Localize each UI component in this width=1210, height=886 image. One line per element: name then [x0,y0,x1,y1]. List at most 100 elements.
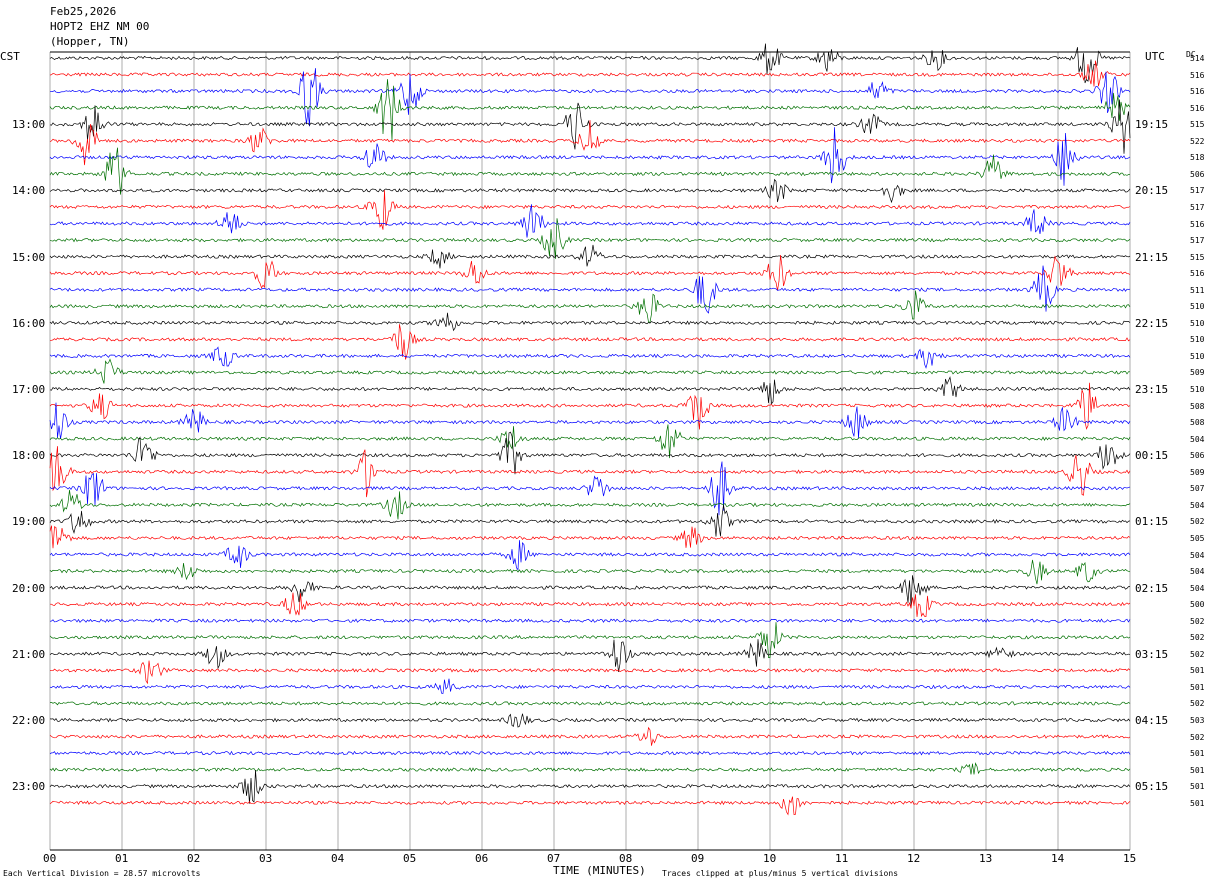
left-hour-label: 17:00 [12,383,46,396]
trace-line-11 [49,218,1131,259]
dc-offset-label: 504 [1190,583,1205,593]
right-hour-label: 00:15 [1135,449,1169,463]
trace-line-45 [49,796,1131,816]
x-tick-label: 07 [547,852,561,865]
right-timezone: UTC [1145,50,1165,63]
dc-offset-label: 507 [1190,484,1205,494]
trace-line-21 [49,382,1131,430]
dc-offset-label: 501 [1190,782,1205,792]
x-tick-label: 11 [835,852,849,865]
trace-line-13 [49,255,1131,291]
minute-gridlines [49,51,1131,851]
right-hour-label: 03:15 [1135,647,1169,661]
trace-line-34 [49,618,1131,623]
right-hour-label: 02:15 [1135,581,1169,595]
left-hour-label: 14:00 [12,184,46,198]
trace-line-23 [49,424,1131,459]
dc-offset-label: 502 [1190,732,1205,742]
x-tick-label: 14 [1051,852,1065,865]
trace-line-1 [49,60,1131,87]
x-tick-label: 05 [403,852,417,865]
left-hour-label: 16:00 [12,316,46,330]
trace-line-24 [49,431,1131,475]
station-location: (Hopper, TN) [50,35,130,48]
dc-offset-label: 510 [1190,335,1205,345]
right-hour-label: 01:15 [1135,515,1169,529]
trace-line-20 [49,376,1131,405]
dc-offset-label: 516 [1190,219,1205,229]
x-tick-label: 02 [187,852,201,865]
trace-line-31 [49,559,1131,585]
left-timezone: CST [0,50,20,63]
left-hour-label: 15:00 [12,250,46,264]
trace-line-14 [49,265,1131,314]
dc-offset-label: 503 [1190,716,1205,725]
trace-line-15 [49,290,1131,323]
dc-offset-label: 502 [1190,616,1205,626]
dc-offset-label: 502 [1190,649,1205,659]
x-tick-label: 12 [907,852,921,865]
dc-offset-label: 508 [1190,401,1205,411]
trace-line-39 [49,701,1131,706]
left-hour-label: 22:00 [12,714,46,727]
trace-line-30 [49,540,1131,571]
trace-line-44 [49,769,1131,804]
x-tick-label: 09 [691,852,705,865]
trace-line-7 [49,147,1131,195]
trace-line-38 [49,678,1131,694]
dc-offset-label: 511 [1190,285,1205,295]
trace-line-0 [49,43,1131,84]
dc-offset-label: 501 [1190,765,1205,775]
right-hour-label: 22:15 [1135,316,1169,330]
right-hour-label: 19:15 [1135,118,1169,132]
right-hour-label: 20:15 [1135,184,1169,198]
station-code: HOPT2 EHZ NM 00 [50,20,150,33]
dc-offset-label: 517 [1190,202,1205,212]
dc-offset-label: 509 [1190,467,1205,477]
trace-line-35 [49,622,1131,658]
right-hour-label: 05:15 [1135,780,1169,794]
x-tick-label: 03 [259,852,273,865]
x-tick-label: 10 [763,852,777,865]
x-tick-label: 13 [979,852,993,865]
x-tick-label: 15 [1123,852,1137,865]
left-hour-label: 23:00 [12,780,46,794]
dc-offset-label: 514 [1190,54,1205,63]
right-hour-label: 04:15 [1135,714,1169,727]
trace-line-3 [49,79,1131,141]
dc-offset-label: 509 [1190,368,1205,378]
trace-line-18 [49,346,1131,369]
trace-line-8 [49,178,1131,204]
trace-line-29 [49,525,1131,549]
dc-offset-label: 510 [1190,318,1205,328]
dc-offset-label: 504 [1190,434,1205,444]
left-hour-label: 13:00 [12,118,46,132]
dc-offset-label: 504 [1190,550,1205,560]
trace-line-6 [49,127,1131,186]
trace-line-43 [49,762,1131,775]
dc-offset-label: 502 [1190,699,1205,709]
dc-offset-label: 510 [1190,385,1205,394]
trace-line-19 [49,358,1131,384]
trace-line-17 [49,324,1131,360]
trace-line-41 [49,726,1131,746]
seismic-traces [49,43,1131,816]
trace-line-5 [49,120,1131,166]
chart-date: Feb25,2026 [50,5,117,18]
dc-offset-label: 501 [1190,749,1205,759]
dc-offset-label: 505 [1190,533,1205,543]
dc-offset-label: 501 [1190,666,1205,676]
dc-header: DC [1186,50,1196,59]
dc-offset-label: 508 [1190,418,1205,428]
dc-offset-label: 510 [1190,351,1205,361]
trace-line-25 [49,446,1131,498]
trace-line-37 [49,660,1131,685]
dc-offset-label: 501 [1190,682,1205,692]
dc-offset-label: 504 [1190,500,1205,510]
trace-line-27 [49,489,1131,520]
scale-note: Each Vertical Division = 28.57 microvolt… [3,869,201,878]
x-tick-label: 01 [115,852,129,865]
trace-line-36 [49,639,1131,672]
trace-line-32 [49,575,1130,607]
